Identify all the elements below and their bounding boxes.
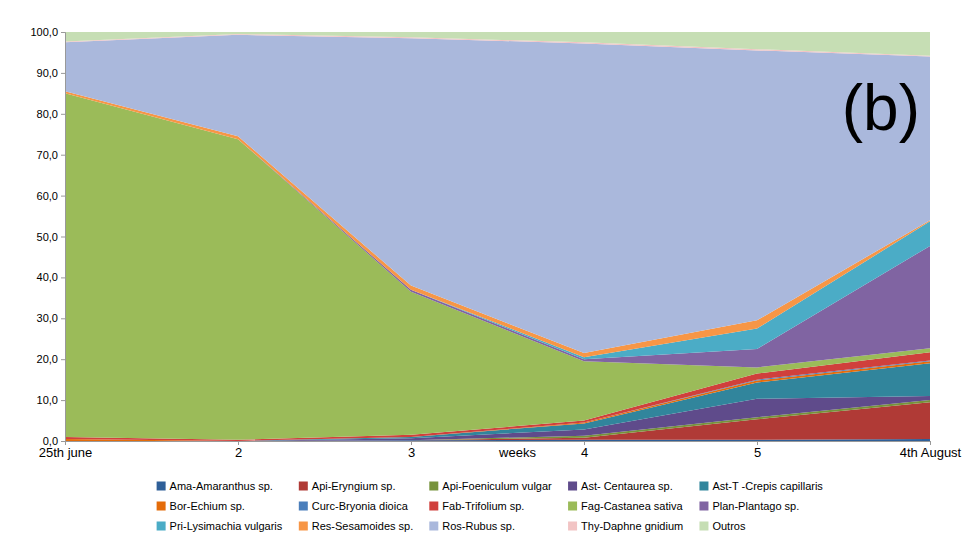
tick: 3 xyxy=(408,441,415,460)
legend-item: Outros xyxy=(699,520,746,532)
legend-label: Pri-Lysimachia vulgaris xyxy=(170,520,283,532)
axis-line xyxy=(66,442,931,446)
legend-swatch xyxy=(568,482,577,491)
legend-label: Bor-Echium sp. xyxy=(170,500,245,512)
legend-swatch xyxy=(699,482,708,491)
legend-swatch xyxy=(157,482,166,491)
legend-swatch xyxy=(299,482,308,491)
legend-label: Fag-Castanea sativa xyxy=(581,500,683,512)
tick: 5 xyxy=(754,441,761,460)
tick-mark xyxy=(61,196,65,197)
tick: 30,0 xyxy=(37,312,65,324)
area-layer xyxy=(65,35,930,353)
legend-swatch xyxy=(429,482,438,491)
legend-item: Ast-T -Crepis capillaris xyxy=(699,480,823,492)
tick: 90,0 xyxy=(37,67,65,79)
legend-item: Api-Foeniculum vulgar xyxy=(429,480,552,492)
legend-label: Ast-T -Crepis capillaris xyxy=(712,480,823,492)
tick-label: 80,0 xyxy=(37,108,58,120)
tick-mark xyxy=(61,237,65,238)
tick-mark xyxy=(61,400,65,401)
legend-item: Ast- Centaurea sp. xyxy=(568,480,673,492)
legend-label: Res-Sesamoides sp. xyxy=(312,520,414,532)
tick-mark xyxy=(61,441,65,442)
legend-label: Outros xyxy=(712,520,746,532)
axis-line xyxy=(61,33,66,442)
legend-swatch xyxy=(299,502,308,511)
tick-label: 90,0 xyxy=(37,67,58,79)
legend-swatch xyxy=(157,522,166,531)
tick: 2 xyxy=(235,441,242,460)
tick: 40,0 xyxy=(37,271,65,283)
tick-label: 25th june xyxy=(39,445,93,460)
legend-item: Ros-Rubus sp. xyxy=(429,520,515,532)
legend-label: Ama-Amaranthus sp. xyxy=(170,480,273,492)
legend-label: Plan-Plantago sp. xyxy=(712,500,799,512)
legend-label: Ros-Rubus sp. xyxy=(442,520,515,532)
tick-label: 4th August xyxy=(900,445,962,460)
legend-swatch xyxy=(568,522,577,531)
legend-label: Thy-Daphne gnidium xyxy=(581,520,683,532)
tick-label: 4 xyxy=(581,445,588,460)
tick-label: 70,0 xyxy=(37,149,58,161)
legend-swatch xyxy=(429,502,438,511)
tick-label: 30,0 xyxy=(37,312,58,324)
plot-area xyxy=(65,32,930,441)
tick: 20,0 xyxy=(37,353,65,365)
tick: 70,0 xyxy=(37,149,65,161)
legend-item: Pri-Lysimachia vulgaris xyxy=(157,520,283,532)
legend-swatch xyxy=(699,502,708,511)
tick: 80,0 xyxy=(37,108,65,120)
tick: 10,0 xyxy=(37,394,65,406)
legend-item: Ama-Amaranthus sp. xyxy=(157,480,273,492)
tick-label: 2 xyxy=(235,445,242,460)
legend-item: Api-Eryngium sp. xyxy=(299,480,396,492)
legend-swatch xyxy=(157,502,166,511)
legend: Ama-Amaranthus sp. Api-Eryngium sp. Api-Fo… xyxy=(157,480,824,532)
legend-item: Fag-Castanea sativa xyxy=(568,500,683,512)
legend-label: Fab-Trifolium sp. xyxy=(442,500,524,512)
legend-swatch xyxy=(429,522,438,531)
tick-mark xyxy=(61,155,65,156)
tick-mark xyxy=(61,318,65,319)
legend-label: Ast- Centaurea sp. xyxy=(581,480,673,492)
tick-label: 50,0 xyxy=(37,231,58,243)
tick: 4 xyxy=(581,441,588,460)
legend-item: Plan-Plantago sp. xyxy=(699,500,799,512)
chart: 0,010,020,030,040,050,060,070,080,090,01… xyxy=(0,0,980,553)
legend-item: Thy-Daphne gnidium xyxy=(568,520,683,532)
tick-mark xyxy=(61,114,65,115)
legend-swatch xyxy=(299,522,308,531)
legend-item: Bor-Echium sp. xyxy=(157,500,245,512)
tick-label: 5 xyxy=(754,445,761,460)
tick-label: 100,0 xyxy=(30,26,58,38)
tick-mark xyxy=(61,73,65,74)
tick: 50,0 xyxy=(37,231,65,243)
y-axis: 0,010,020,030,040,050,060,070,080,090,01… xyxy=(30,26,65,447)
tick: 4th August xyxy=(900,441,962,460)
legend-item: Fab-Trifolium sp. xyxy=(429,500,524,512)
legend-item: Curc-Bryonia dioica xyxy=(299,500,409,512)
tick-label: 40,0 xyxy=(37,271,58,283)
axis-title: weeks xyxy=(498,445,536,460)
legend-label: Api-Eryngium sp. xyxy=(312,480,396,492)
legend-label: Api-Foeniculum vulgar xyxy=(442,480,552,492)
legend-item: Res-Sesamoides sp. xyxy=(299,520,414,532)
area-layer xyxy=(65,32,930,56)
tick-mark xyxy=(61,32,65,33)
legend-label: Curc-Bryonia dioica xyxy=(312,500,409,512)
legend-swatch xyxy=(699,522,708,531)
tick: 60,0 xyxy=(37,190,65,202)
tick: 100,0 xyxy=(30,26,65,38)
tick-mark xyxy=(61,359,65,360)
legend-swatch xyxy=(568,502,577,511)
tick-label: 3 xyxy=(408,445,415,460)
tick-label: 20,0 xyxy=(37,353,58,365)
tick-label: 60,0 xyxy=(37,190,58,202)
tick-mark xyxy=(61,277,65,278)
tick: 25th june xyxy=(39,441,93,460)
tick-label: 10,0 xyxy=(37,394,58,406)
title: (b) xyxy=(842,72,920,144)
x-axis: 25th june 2 3 4 5 4th August xyxy=(39,441,962,460)
